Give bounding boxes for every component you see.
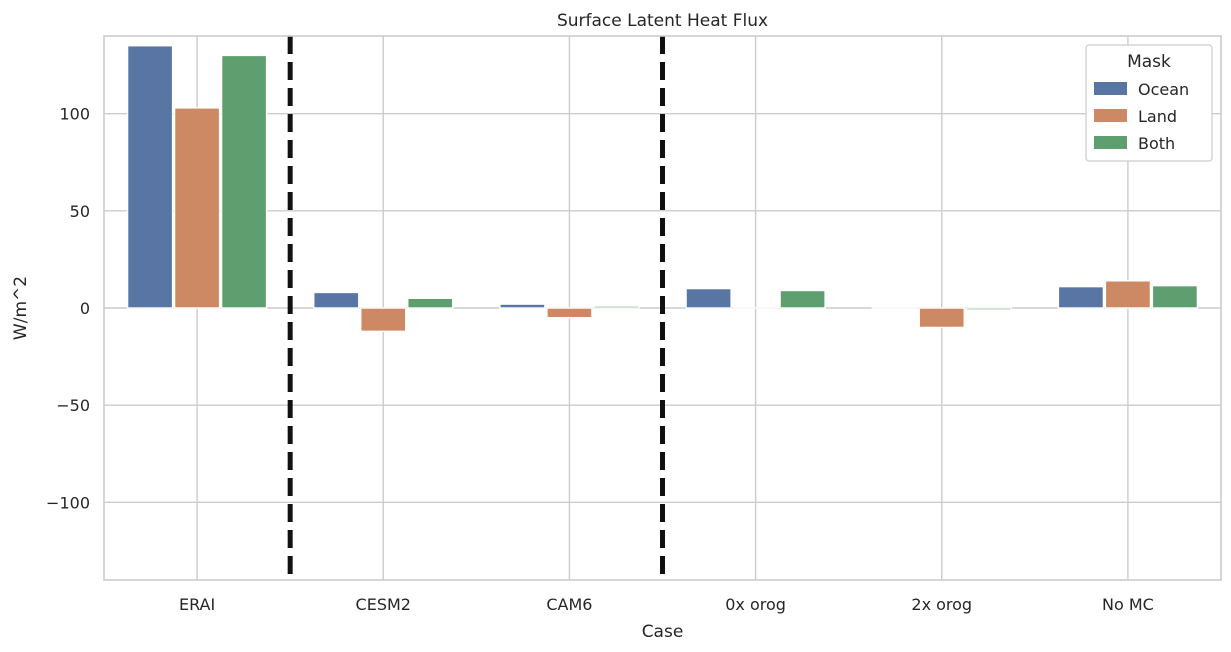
x-tick-labels: ERAI CESM2 CAM6 0x orog 2x orog No MC xyxy=(179,595,1154,614)
chart-title: Surface Latent Heat Flux xyxy=(557,11,768,31)
x-tick-label: ERAI xyxy=(179,595,215,614)
legend-label-land: Land xyxy=(1138,107,1177,126)
bar-ocean-no-mc xyxy=(1057,285,1105,309)
bar-both-cesm2 xyxy=(407,297,454,309)
legend-swatch-land xyxy=(1094,109,1127,122)
legend-title: Mask xyxy=(1127,52,1171,72)
bar-both-2x-orog xyxy=(965,307,1012,311)
x-tick-label: 0x orog xyxy=(725,595,786,614)
separator-lines xyxy=(287,36,665,580)
bar-both-erai xyxy=(220,54,268,309)
y-tick-label: 0 xyxy=(80,299,90,318)
bar-land-2x-orog xyxy=(918,307,965,329)
y-tick-label: −50 xyxy=(56,396,90,415)
legend: Mask Ocean Land Both xyxy=(1085,44,1213,162)
y-tick-label: −100 xyxy=(46,493,90,512)
bar-ocean-cam6 xyxy=(499,303,546,309)
x-axis-label: Case xyxy=(642,622,684,642)
legend-swatch-both xyxy=(1094,136,1127,149)
bar-ocean-erai xyxy=(126,45,174,309)
y-tick-label: 100 xyxy=(59,105,90,124)
bar-land-cesm2 xyxy=(360,307,407,333)
x-tick-label: CESM2 xyxy=(356,595,411,614)
legend-swatch-ocean xyxy=(1094,82,1127,95)
bar-land-no-mc xyxy=(1104,280,1152,309)
legend-label-ocean: Ocean xyxy=(1138,80,1189,99)
legend-label-both: Both xyxy=(1138,134,1175,153)
bar-both-0x-orog xyxy=(779,289,826,309)
x-tick-label: CAM6 xyxy=(546,595,592,614)
x-tick-label: 2x orog xyxy=(911,595,972,614)
plot-frame xyxy=(103,35,1222,581)
legend-items: Ocean Land Both xyxy=(1094,80,1189,153)
bar-ocean-0x-orog xyxy=(685,287,732,309)
x-tick-label: No MC xyxy=(1102,595,1154,614)
bar-land-erai xyxy=(173,107,221,309)
bar-ocean-cesm2 xyxy=(313,291,360,309)
y-tick-labels: −100 −50 0 50 100 xyxy=(46,105,90,513)
bar-land-cam6 xyxy=(546,307,593,319)
bar-both-no-mc xyxy=(1151,284,1199,309)
bar-both-cam6 xyxy=(593,305,640,309)
y-axis-label: W/m^2 xyxy=(11,276,31,340)
legend-box xyxy=(1085,44,1213,162)
bars xyxy=(126,45,1199,333)
y-tick-label: 50 xyxy=(70,202,90,221)
